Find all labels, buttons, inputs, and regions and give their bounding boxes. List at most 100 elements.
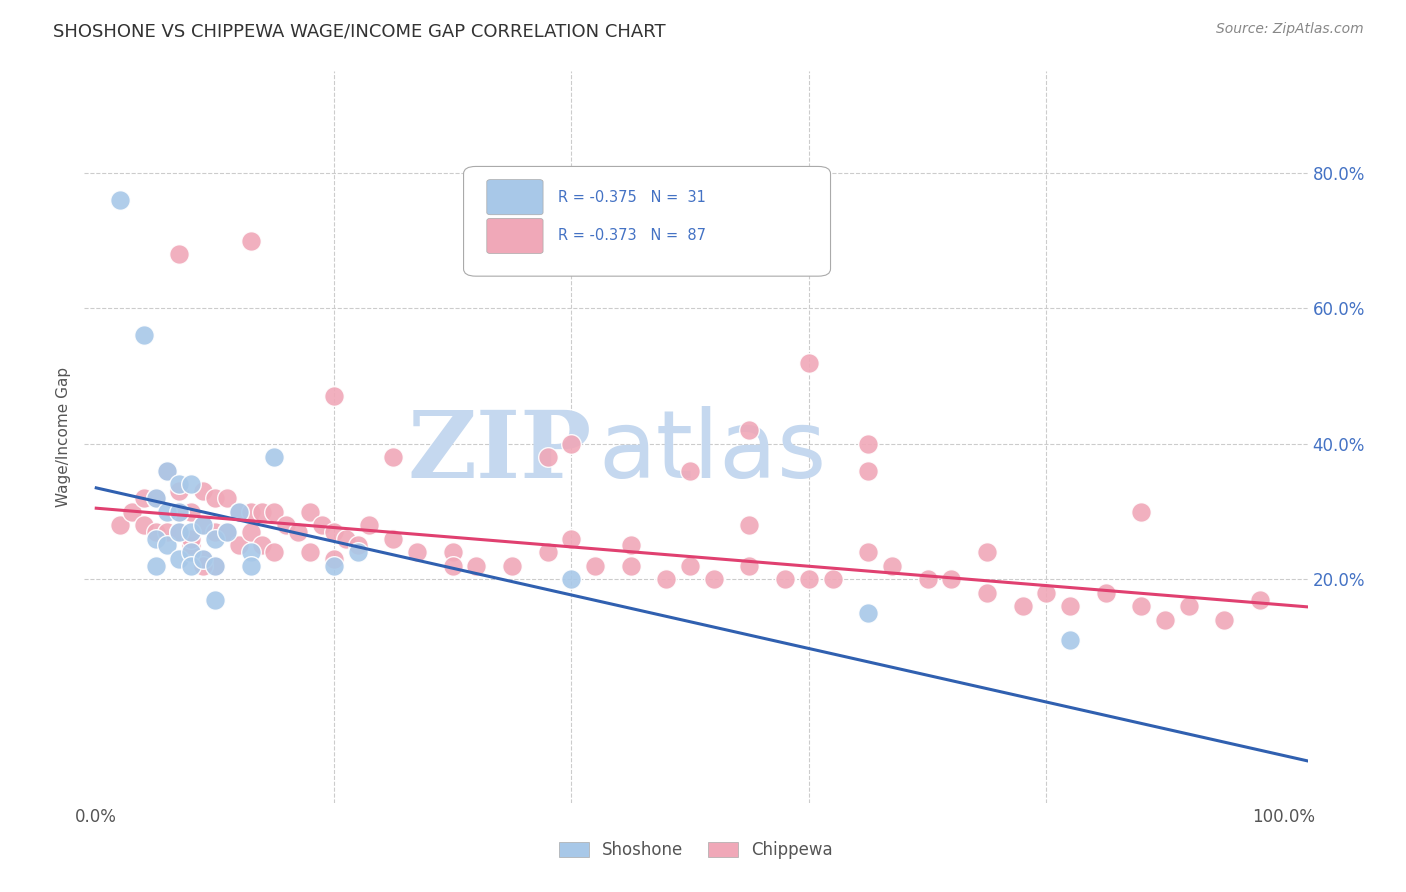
Point (797, 355, 820, 369)
Point (465, 558, 488, 573)
Point (145, 491, 167, 505)
Point (1011, 599, 1033, 614)
Point (156, 524, 179, 539)
Point (204, 524, 226, 539)
Point (856, 437, 879, 451)
Point (560, 572, 582, 586)
Point (191, 518, 214, 533)
Point (263, 505, 285, 519)
Point (311, 518, 333, 533)
Point (406, 545, 429, 559)
Point (856, 545, 879, 559)
Point (239, 545, 262, 559)
Point (917, 572, 939, 586)
Point (322, 389, 344, 403)
Point (191, 552, 214, 566)
Point (1094, 586, 1116, 600)
Point (228, 505, 250, 519)
Point (620, 558, 643, 573)
Point (215, 524, 238, 539)
Point (1059, 633, 1081, 648)
Text: R = -0.375   N =  31: R = -0.375 N = 31 (558, 190, 706, 204)
Point (441, 545, 464, 559)
Point (738, 558, 761, 573)
Point (441, 558, 464, 573)
Legend: Shoshone, Chippewa: Shoshone, Chippewa (550, 833, 842, 868)
Point (145, 558, 167, 573)
Point (773, 572, 796, 586)
Point (1249, 592, 1271, 607)
Point (169, 524, 191, 539)
Point (180, 532, 202, 546)
Point (797, 572, 820, 586)
Point (180, 558, 202, 573)
Point (252, 538, 274, 552)
Point (976, 586, 998, 600)
Point (108, 193, 131, 207)
Point (156, 464, 179, 478)
Point (335, 532, 357, 546)
Point (204, 558, 226, 573)
Point (156, 538, 179, 552)
Point (169, 552, 191, 566)
Text: ZIP: ZIP (408, 407, 592, 497)
Point (263, 545, 285, 559)
Point (132, 328, 155, 343)
Point (108, 518, 131, 533)
Point (856, 606, 879, 620)
Point (191, 552, 214, 566)
Point (382, 450, 405, 465)
Point (228, 505, 250, 519)
Point (976, 545, 998, 559)
Y-axis label: Wage/Income Gap: Wage/Income Gap (56, 367, 72, 508)
Point (239, 524, 262, 539)
Point (1035, 586, 1057, 600)
Point (215, 491, 238, 505)
Point (180, 545, 202, 559)
Point (156, 464, 179, 478)
Point (145, 524, 167, 539)
FancyBboxPatch shape (464, 167, 831, 277)
Point (239, 234, 262, 248)
Point (132, 491, 155, 505)
Point (239, 558, 262, 573)
Point (1213, 613, 1236, 627)
Point (560, 532, 582, 546)
Point (287, 524, 309, 539)
Point (180, 524, 202, 539)
Point (169, 524, 191, 539)
Point (169, 247, 191, 261)
Point (204, 532, 226, 546)
Point (298, 545, 321, 559)
Point (156, 505, 179, 519)
Point (191, 484, 214, 499)
Point (1130, 505, 1153, 519)
Point (560, 437, 582, 451)
Point (359, 518, 381, 533)
Point (298, 505, 321, 519)
Point (322, 552, 344, 566)
Point (536, 545, 558, 559)
Point (703, 572, 725, 586)
Point (169, 505, 191, 519)
Point (180, 505, 202, 519)
Point (346, 545, 368, 559)
Point (239, 505, 262, 519)
Point (501, 558, 523, 573)
Point (1059, 599, 1081, 614)
Point (252, 505, 274, 519)
Point (322, 524, 344, 539)
FancyBboxPatch shape (486, 219, 543, 253)
Point (346, 538, 368, 552)
Point (145, 532, 167, 546)
Point (382, 532, 405, 546)
Point (620, 538, 643, 552)
Point (856, 464, 879, 478)
Point (180, 538, 202, 552)
Point (655, 572, 678, 586)
Point (180, 477, 202, 491)
Point (1154, 613, 1177, 627)
Text: R = -0.373   N =  87: R = -0.373 N = 87 (558, 228, 706, 244)
Text: SHOSHONE VS CHIPPEWA WAGE/INCOME GAP CORRELATION CHART: SHOSHONE VS CHIPPEWA WAGE/INCOME GAP COR… (53, 22, 666, 40)
Point (191, 558, 214, 573)
